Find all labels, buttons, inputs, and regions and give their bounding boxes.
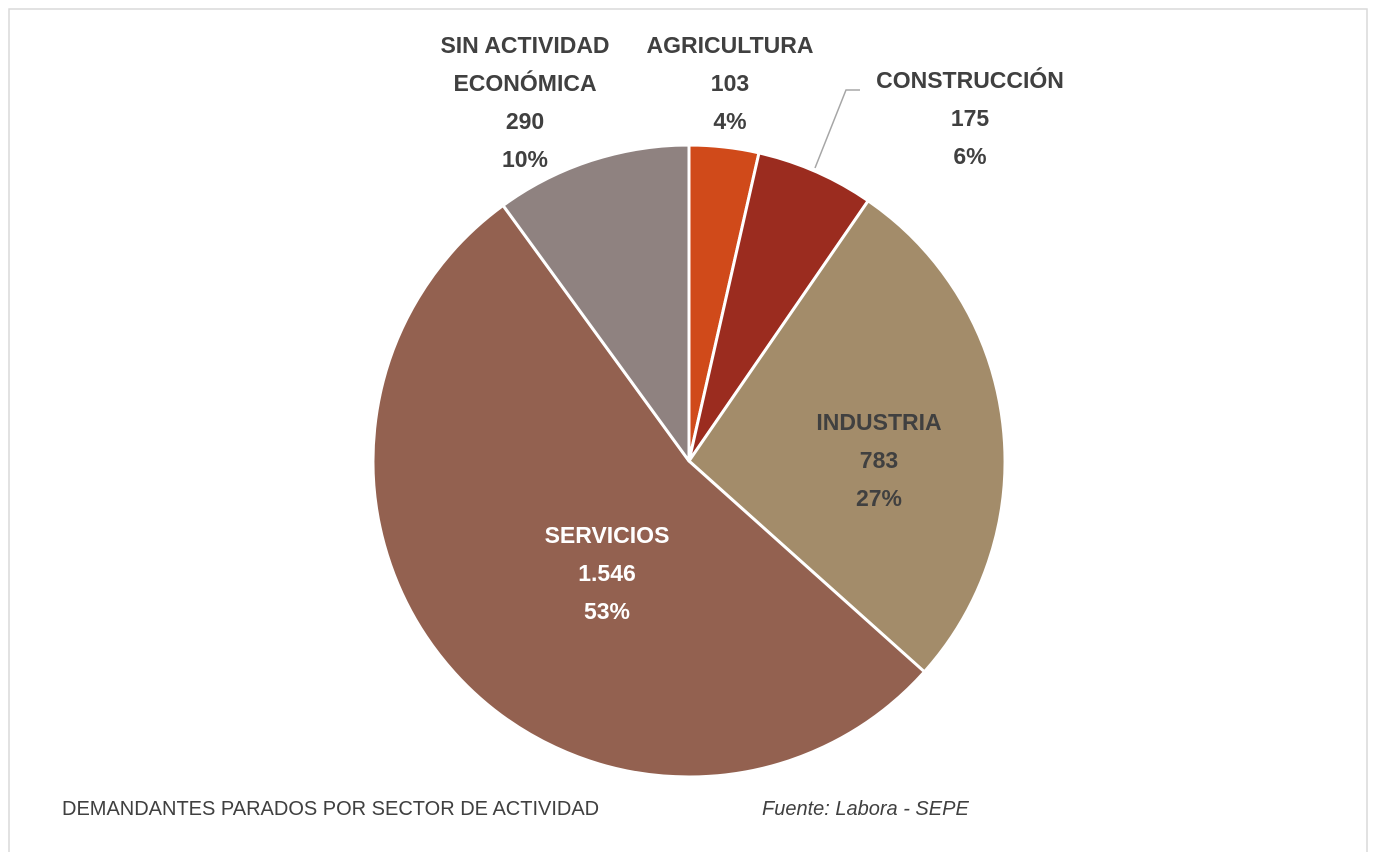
- category-label: INDUSTRIA: [816, 409, 942, 435]
- category-label: AGRICULTURA: [646, 32, 814, 58]
- chart-title: DEMANDANTES PARADOS POR SECTOR DE ACTIVI…: [62, 798, 600, 820]
- pie-slice: [501, 143, 691, 463]
- data-label: SIN ACTIVIDAD ECONÓMICA 290 10%: [425, 26, 625, 178]
- percent-label: 10%: [501, 146, 549, 172]
- value-label: 1.546: [578, 560, 636, 586]
- frame: [8, 8, 1368, 852]
- category-label: SIN ACTIVIDAD ECONÓMICA: [440, 32, 610, 96]
- value-label: 175: [950, 105, 990, 131]
- value-label: 783: [859, 447, 899, 473]
- percent-label: 6%: [953, 143, 987, 169]
- pie-slice: [371, 203, 926, 779]
- category-label: CONSTRUCCIÓN: [876, 67, 1064, 93]
- percent-label: 53%: [583, 598, 631, 624]
- pie-slice: [687, 199, 1007, 674]
- data-label: AGRICULTURA 103 4%: [647, 26, 814, 140]
- category-label: SERVICIOS: [544, 522, 670, 548]
- data-label: INDUSTRIA 783 27%: [816, 403, 941, 517]
- data-label: SERVICIOS 1.546 53%: [545, 516, 670, 630]
- source: Fuente: Labora - SEPE: [762, 798, 969, 820]
- value-label: 290: [505, 108, 545, 134]
- percent-label: 27%: [855, 485, 903, 511]
- value-label: 103: [710, 70, 750, 96]
- pie-slice: [687, 151, 870, 463]
- data-label: CONSTRUCCIÓN 175 6%: [876, 61, 1064, 175]
- leader-line: [814, 89, 860, 169]
- percent-label: 4%: [713, 108, 747, 134]
